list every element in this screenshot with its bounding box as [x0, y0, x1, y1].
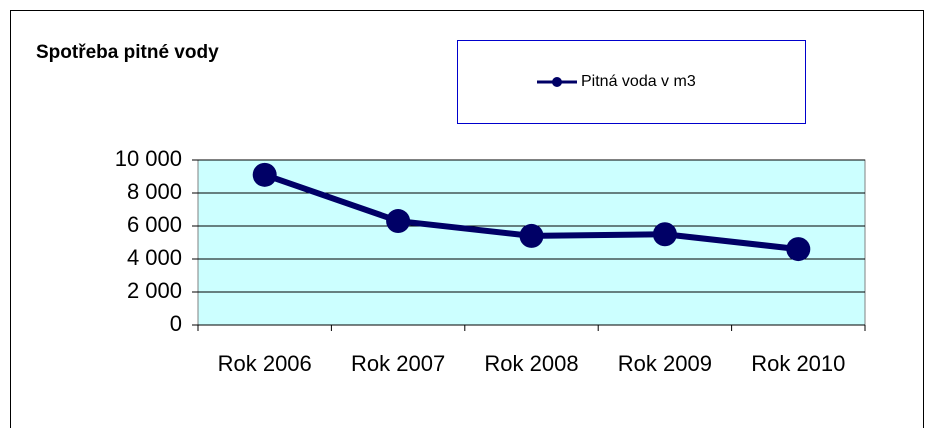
- y-tick-label: 4 000: [127, 245, 182, 270]
- data-point: [652, 222, 677, 247]
- x-tick-label: Rok 2006: [218, 351, 312, 376]
- x-tick-label: Rok 2010: [751, 351, 845, 376]
- x-tick-label: Rok 2008: [484, 351, 578, 376]
- legend-label: Pitná voda v m3: [581, 73, 696, 90]
- data-point: [386, 209, 411, 234]
- legend-box: [457, 40, 806, 124]
- y-tick-label: 10 000: [115, 146, 182, 171]
- data-point: [786, 237, 811, 262]
- y-tick-label: 8 000: [127, 179, 182, 204]
- data-point: [519, 223, 544, 248]
- y-tick-label: 0: [170, 311, 182, 336]
- legend-marker: [552, 77, 562, 87]
- y-tick-label: 6 000: [127, 212, 182, 237]
- y-tick-label: 2 000: [127, 278, 182, 303]
- data-point: [252, 162, 277, 187]
- x-tick-label: Rok 2007: [351, 351, 445, 376]
- x-tick-label: Rok 2009: [618, 351, 712, 376]
- chart-title: Spotřeba pitné vody: [36, 42, 219, 63]
